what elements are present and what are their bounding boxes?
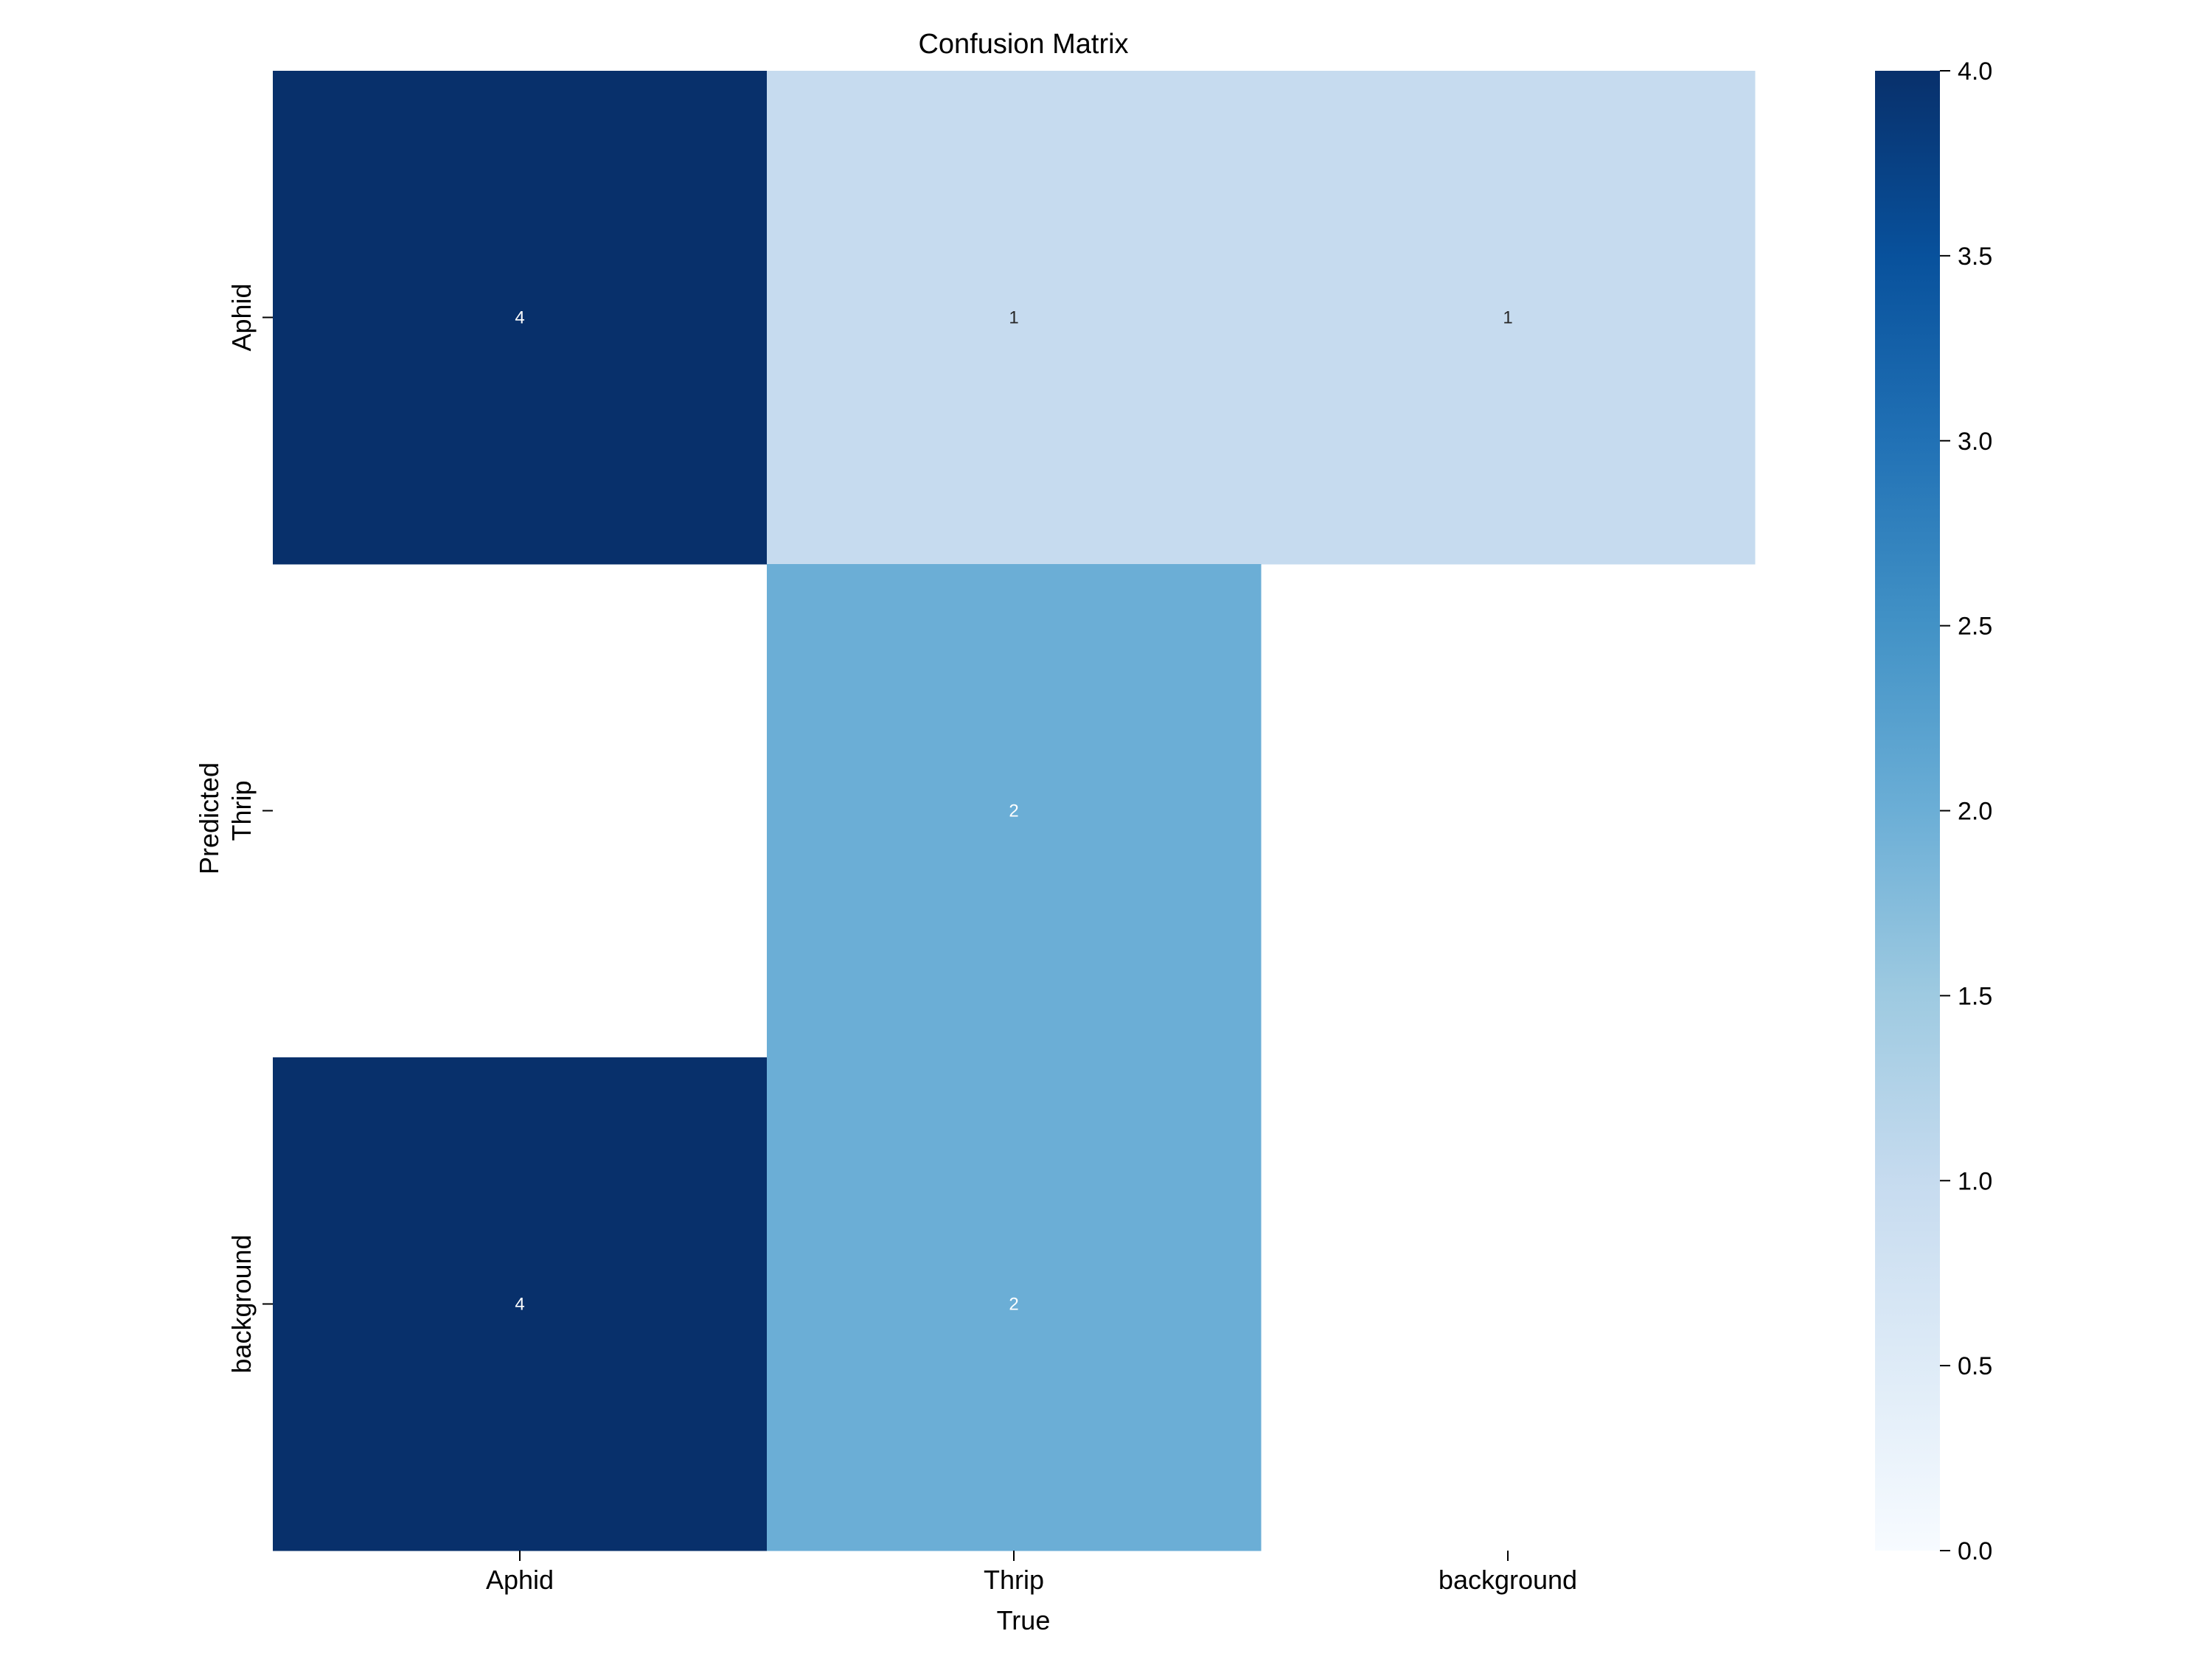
heatmap-cell	[767, 71, 1262, 565]
heatmap-cell	[273, 71, 768, 565]
x-axis: Aphid Thrip background	[486, 1551, 1577, 1595]
heatmap-cell	[767, 564, 1262, 1058]
x-tick-label: Thrip	[984, 1565, 1044, 1595]
colorbar-tick-label: 0.5	[1958, 1352, 1992, 1380]
colorbar	[1875, 71, 1940, 1551]
y-tick-label: Thrip	[226, 780, 257, 841]
cell-value-label: 1	[1009, 308, 1018, 328]
cell-value-label: 2	[1009, 801, 1018, 821]
y-axis: Aphid Thrip background	[226, 283, 273, 1374]
cell-value-label: 1	[1503, 308, 1512, 328]
y-tick-label: background	[226, 1234, 257, 1373]
x-tick-label: Aphid	[486, 1565, 554, 1595]
cell-value-label: 2	[1009, 1295, 1018, 1315]
colorbar-tick-label: 3.5	[1958, 243, 1992, 271]
heatmap-cell	[767, 1057, 1262, 1551]
x-axis-label: True	[997, 1605, 1051, 1635]
heatmap-cell	[1261, 71, 1756, 565]
colorbar-tick-label: 3.0	[1958, 428, 1992, 456]
colorbar-ticks: 0.0 0.5 1.0 1.5 2.0 2.5 3.0 3.5 4.0	[1940, 58, 1992, 1565]
x-tick-label: background	[1439, 1565, 1577, 1595]
chart-title: Confusion Matrix	[918, 29, 1128, 60]
heatmap-cell	[273, 1057, 768, 1551]
heatmap-cell-labels: 4 1 1 2 4 2	[515, 308, 1512, 1315]
colorbar-tick-label: 2.5	[1958, 613, 1992, 641]
colorbar-tick-label: 4.0	[1958, 58, 1992, 86]
y-tick-label: Aphid	[226, 283, 257, 351]
cell-value-label: 4	[515, 1295, 524, 1315]
colorbar-tick-label: 0.0	[1958, 1537, 1992, 1565]
y-axis-label: Predicted	[194, 762, 224, 874]
heatmap-cells	[273, 71, 1756, 1551]
cell-value-label: 4	[515, 308, 524, 328]
colorbar-tick-label: 2.0	[1958, 798, 1992, 826]
colorbar-tick-label: 1.5	[1958, 982, 1992, 1010]
colorbar-tick-label: 1.0	[1958, 1167, 1992, 1195]
